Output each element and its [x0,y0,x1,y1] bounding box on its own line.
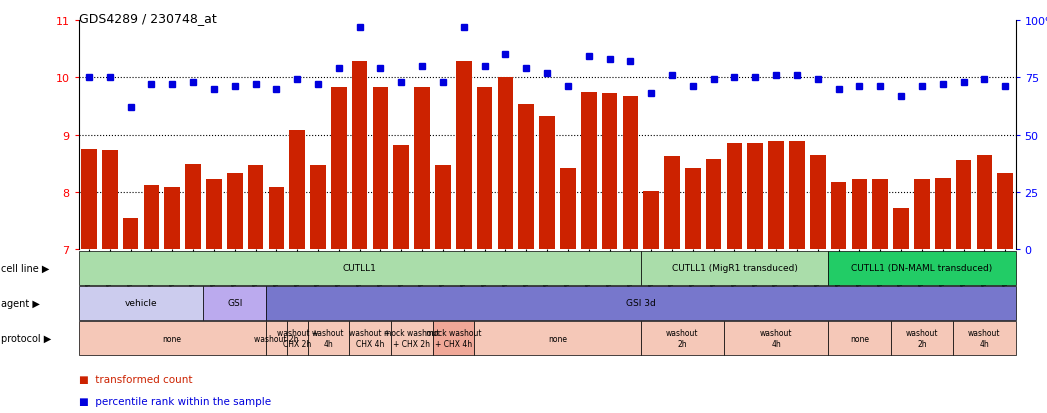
Text: washout
4h: washout 4h [968,329,1001,348]
Text: GSI: GSI [227,299,243,308]
Bar [998,173,1013,250]
Bar [789,142,805,250]
Bar [685,169,700,250]
Bar [810,155,826,250]
Text: vehicle: vehicle [125,299,157,308]
Bar [872,179,888,250]
Text: none: none [850,334,869,343]
Bar [122,218,138,250]
Bar [185,165,201,250]
Bar [248,166,264,250]
Text: mock washout
+ CHX 2h: mock washout + CHX 2h [384,329,440,348]
Bar [227,173,243,250]
Text: washout
2h: washout 2h [666,329,698,348]
Bar [539,117,555,250]
Bar [914,180,930,250]
Text: CUTLL1: CUTLL1 [342,263,377,273]
Bar [81,150,96,250]
Text: GSI 3d: GSI 3d [626,299,655,308]
Bar [727,144,742,250]
Text: washout 2h: washout 2h [254,334,298,343]
Text: washout
2h: washout 2h [906,329,938,348]
Bar [581,92,597,250]
Bar [935,178,951,250]
Bar [102,151,117,250]
Bar [851,180,867,250]
Bar [394,145,409,250]
Text: GDS4289 / 230748_at: GDS4289 / 230748_at [79,12,217,25]
Bar [830,183,846,250]
Bar [143,186,159,250]
Bar [497,78,513,250]
Text: agent ▶: agent ▶ [1,298,40,308]
Bar [268,188,284,250]
Bar [664,157,680,250]
Bar [289,131,305,250]
Bar [476,88,492,250]
Bar [977,155,993,250]
Text: none: none [162,334,182,343]
Text: washout +
CHX 4h: washout + CHX 4h [350,329,391,348]
Text: washout
4h: washout 4h [760,329,793,348]
Text: ■  percentile rank within the sample: ■ percentile rank within the sample [79,396,271,406]
Text: CUTLL1 (DN-MAML transduced): CUTLL1 (DN-MAML transduced) [851,263,993,273]
Bar [415,88,430,250]
Text: none: none [548,334,567,343]
Bar [310,166,326,250]
Text: washout +
CHX 2h: washout + CHX 2h [276,329,318,348]
Bar [206,180,222,250]
Bar [560,169,576,250]
Text: mock washout
+ CHX 4h: mock washout + CHX 4h [425,329,482,348]
Bar [331,88,347,250]
Bar [768,142,784,250]
Bar [893,208,909,250]
Text: protocol ▶: protocol ▶ [1,333,51,343]
Bar [373,88,388,250]
Text: washout
4h: washout 4h [312,329,344,348]
Bar [602,94,618,250]
Bar [706,159,721,250]
Bar [518,105,534,250]
Text: CUTLL1 (MigR1 transduced): CUTLL1 (MigR1 transduced) [671,263,798,273]
Bar [643,191,659,250]
Bar [436,166,451,250]
Text: cell line ▶: cell line ▶ [1,263,49,273]
Bar [455,62,471,250]
Bar [956,161,972,250]
Bar [748,144,763,250]
Bar [164,188,180,250]
Text: ■  transformed count: ■ transformed count [79,374,192,384]
Bar [352,62,367,250]
Bar [623,96,639,250]
